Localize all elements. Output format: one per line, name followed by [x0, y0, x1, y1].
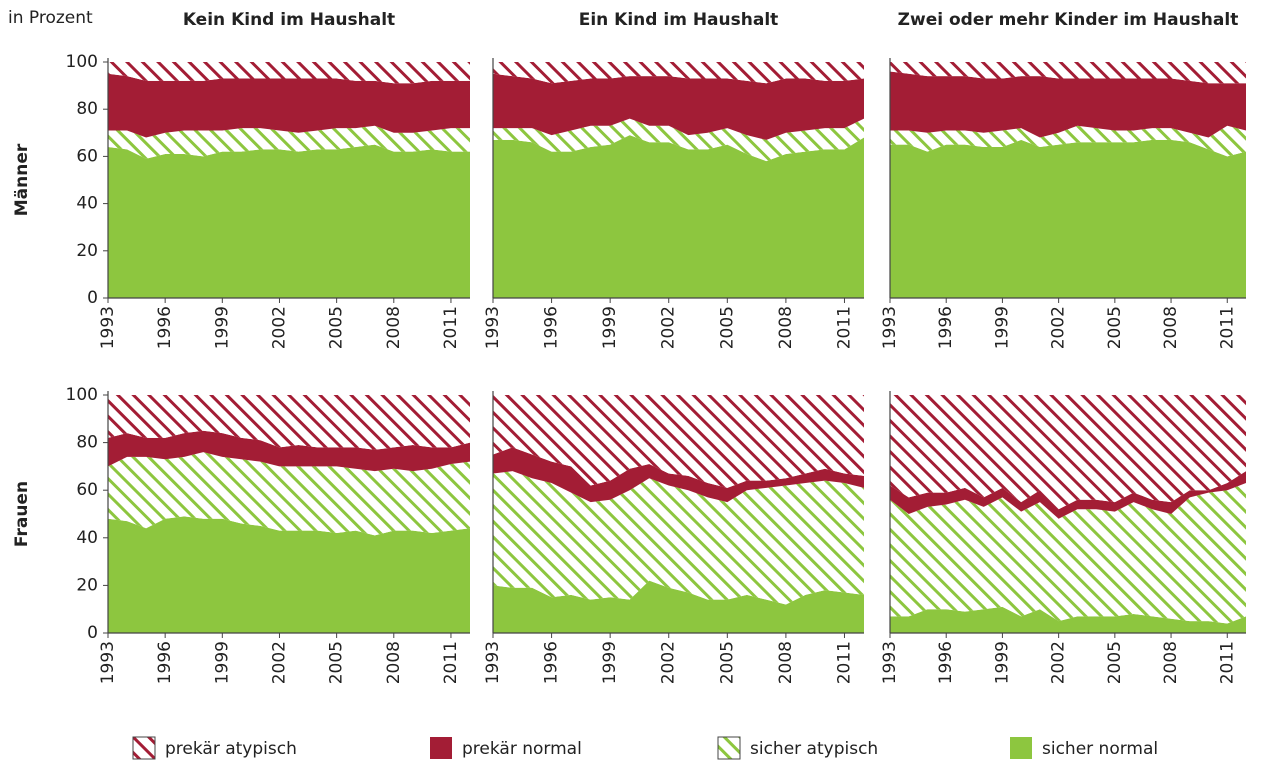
- panel-title: Ein Kind im Haushalt: [579, 10, 779, 30]
- x-tick-label: 1993: [483, 306, 503, 349]
- x-tick-label: 1999: [992, 641, 1012, 684]
- y-tick-label: 60: [76, 146, 98, 166]
- area: [108, 516, 470, 633]
- legend-label: prekär atypisch: [165, 739, 297, 759]
- x-tick-label: 2008: [384, 306, 404, 349]
- x-tick-label: 1996: [542, 641, 562, 684]
- x-tick-label: 1993: [483, 641, 503, 684]
- x-tick-label: 2011: [441, 306, 461, 349]
- panel-title: Kein Kind im Haushalt: [183, 10, 395, 30]
- area: [890, 62, 1246, 84]
- x-tick-label: 2011: [834, 641, 854, 684]
- x-tick-label: 2002: [269, 641, 289, 684]
- y-tick-label: 80: [76, 433, 98, 453]
- area: [493, 62, 864, 84]
- y-tick-label: 40: [76, 528, 98, 548]
- area: [493, 447, 864, 503]
- area: [493, 118, 864, 162]
- x-tick-label: 2011: [834, 306, 854, 349]
- x-tick-label: 1996: [936, 306, 956, 349]
- area: [890, 71, 1246, 138]
- y-tick-label: 20: [76, 575, 98, 595]
- area: [493, 580, 864, 633]
- x-tick-label: 2008: [776, 306, 796, 349]
- x-tick-label: 2002: [659, 641, 679, 684]
- area: [108, 125, 470, 159]
- legend-swatch: [132, 736, 156, 760]
- x-tick-label: 1999: [600, 641, 620, 684]
- panel-title: Zwei oder mehr Kinder im Haushalt: [898, 10, 1239, 30]
- x-tick-label: 2008: [1161, 306, 1181, 349]
- area: [890, 139, 1246, 298]
- legend-label: sicher atypisch: [750, 739, 878, 759]
- legend-swatch: [1010, 737, 1032, 759]
- area: [493, 135, 864, 298]
- y-tick-label: 60: [76, 480, 98, 500]
- y-tick-label: 40: [76, 194, 98, 214]
- x-tick-label: 1996: [936, 641, 956, 684]
- area: [493, 395, 864, 488]
- area: [108, 73, 470, 138]
- x-tick-label: 2011: [1217, 641, 1237, 684]
- x-tick-label: 2005: [1105, 306, 1125, 349]
- legend-label: sicher normal: [1042, 739, 1158, 759]
- x-tick-label: 1996: [155, 306, 175, 349]
- x-tick-label: 1999: [212, 641, 232, 684]
- area: [890, 125, 1246, 157]
- x-tick-label: 2005: [717, 641, 737, 684]
- legend-swatch: [717, 736, 741, 760]
- row-label: Frauen: [12, 481, 32, 547]
- y-tick-label: 0: [87, 623, 98, 643]
- area: [890, 471, 1246, 519]
- y-tick-label: 20: [76, 241, 98, 261]
- row-label: Männer: [12, 143, 32, 216]
- x-tick-label: 1999: [212, 306, 232, 349]
- x-tick-label: 2002: [269, 306, 289, 349]
- x-tick-label: 1993: [880, 306, 900, 349]
- x-tick-label: 2008: [1161, 641, 1181, 684]
- y-tick-label: 100: [66, 52, 98, 72]
- y-tick-label: 100: [66, 385, 98, 405]
- legend-label: prekär normal: [462, 739, 582, 759]
- x-tick-label: 2008: [776, 641, 796, 684]
- x-tick-label: 2008: [384, 641, 404, 684]
- x-tick-label: 2002: [1049, 641, 1069, 684]
- x-tick-label: 1993: [98, 641, 118, 684]
- x-tick-label: 1996: [542, 306, 562, 349]
- y-tick-label: 80: [76, 99, 98, 119]
- area: [493, 73, 864, 140]
- area: [890, 395, 1246, 510]
- area: [108, 395, 470, 450]
- x-tick-label: 2002: [1049, 306, 1069, 349]
- x-tick-label: 2005: [717, 306, 737, 349]
- x-tick-label: 1993: [880, 641, 900, 684]
- x-tick-label: 1996: [155, 641, 175, 684]
- area: [108, 430, 470, 472]
- legend-swatch: [430, 737, 452, 759]
- area: [890, 483, 1246, 624]
- x-tick-label: 2002: [659, 306, 679, 349]
- x-tick-label: 2011: [441, 641, 461, 684]
- x-tick-label: 2011: [1217, 306, 1237, 349]
- unit-label: in Prozent: [8, 8, 93, 28]
- area: [108, 144, 470, 298]
- area: [493, 471, 864, 605]
- x-tick-label: 1999: [600, 306, 620, 349]
- x-tick-label: 2005: [1105, 641, 1125, 684]
- x-tick-label: 1993: [98, 306, 118, 349]
- area: [890, 606, 1246, 633]
- x-tick-label: 1999: [992, 306, 1012, 349]
- y-tick-label: 0: [87, 288, 98, 308]
- area: [108, 62, 470, 84]
- x-tick-label: 2005: [327, 306, 347, 349]
- area: [108, 452, 470, 536]
- x-tick-label: 2005: [327, 641, 347, 684]
